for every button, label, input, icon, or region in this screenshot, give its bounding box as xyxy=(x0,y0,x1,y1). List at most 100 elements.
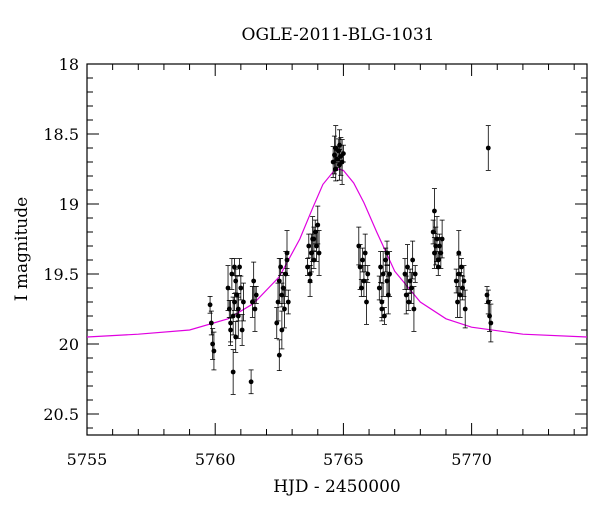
data-point xyxy=(316,230,322,276)
point-marker xyxy=(274,320,280,326)
data-point xyxy=(228,300,234,346)
point-marker xyxy=(241,299,246,305)
data-point xyxy=(238,275,244,301)
point-marker xyxy=(435,264,441,270)
point-marker xyxy=(285,299,291,305)
y-tick-label: 19.5 xyxy=(43,265,79,284)
point-marker xyxy=(232,299,237,305)
point-marker xyxy=(279,327,285,333)
point-marker xyxy=(362,250,368,256)
data-point xyxy=(412,265,418,283)
data-point xyxy=(208,310,214,336)
point-marker xyxy=(412,271,418,277)
point-marker xyxy=(237,264,242,270)
data-point xyxy=(311,251,317,269)
point-marker xyxy=(402,271,408,277)
point-marker xyxy=(276,352,282,358)
data-point xyxy=(438,237,444,269)
data-point xyxy=(274,307,280,339)
point-marker xyxy=(439,236,445,242)
point-marker xyxy=(365,271,371,277)
data-point xyxy=(363,279,369,325)
data-point xyxy=(357,244,363,290)
point-marker xyxy=(253,292,259,298)
data-point xyxy=(333,156,339,182)
data-point xyxy=(485,125,491,171)
data-point xyxy=(487,300,493,332)
data-point xyxy=(431,188,437,234)
data-point xyxy=(361,265,367,297)
point-marker xyxy=(306,243,312,249)
data-point xyxy=(453,268,459,294)
point-marker xyxy=(411,306,417,312)
axis-ticks-layer xyxy=(86,63,587,435)
y-tick-labels: 18 18.5 19 19.5 20 20.5 xyxy=(43,55,79,424)
data-point xyxy=(313,230,319,262)
data-point xyxy=(330,146,336,178)
data-point xyxy=(488,303,494,343)
data-point xyxy=(384,240,390,266)
data-point xyxy=(240,282,246,322)
plot-area xyxy=(86,63,588,436)
point-marker xyxy=(456,250,462,256)
data-point xyxy=(225,265,231,311)
data-point xyxy=(278,258,284,276)
data-point xyxy=(210,328,216,360)
point-marker xyxy=(230,313,236,319)
data-point xyxy=(230,349,236,395)
data-point xyxy=(237,258,243,276)
data-point xyxy=(311,226,317,252)
point-marker xyxy=(225,285,231,291)
point-marker xyxy=(387,271,392,277)
point-marker xyxy=(280,285,286,291)
point-marker xyxy=(207,302,213,308)
point-marker xyxy=(337,162,342,168)
data-point xyxy=(253,286,259,304)
data-point xyxy=(280,272,286,304)
data-point xyxy=(276,339,282,372)
point-marker xyxy=(228,320,233,326)
point-marker xyxy=(410,257,416,263)
point-marker xyxy=(379,306,385,312)
data-point xyxy=(457,272,463,318)
data-point xyxy=(439,219,445,259)
data-point xyxy=(235,296,241,322)
point-marker xyxy=(252,306,258,312)
point-marker xyxy=(360,257,366,263)
point-marker xyxy=(333,166,339,172)
data-point xyxy=(378,251,384,283)
x-tick-label: 5770 xyxy=(451,450,492,469)
data-point xyxy=(275,282,281,322)
point-marker xyxy=(278,264,283,270)
point-marker xyxy=(380,271,386,277)
data-point xyxy=(405,244,411,290)
data-point xyxy=(207,295,213,314)
data-point xyxy=(233,321,239,353)
point-marker xyxy=(434,236,440,242)
data-point xyxy=(380,251,386,297)
data-point xyxy=(362,233,368,273)
point-marker xyxy=(461,278,467,284)
model-curve xyxy=(86,168,588,338)
point-marker xyxy=(239,327,245,333)
y-tick-label: 20.5 xyxy=(43,405,79,424)
point-marker xyxy=(307,271,313,277)
data-point xyxy=(402,258,408,290)
x-axis-label: HJD - 2450000 xyxy=(273,477,401,497)
point-marker xyxy=(455,299,460,305)
point-marker xyxy=(248,379,254,385)
data-point xyxy=(279,310,285,350)
data-points-layer xyxy=(207,125,494,395)
point-marker xyxy=(238,285,244,291)
data-point xyxy=(306,233,312,259)
point-marker xyxy=(432,208,437,214)
model-curve-layer xyxy=(86,168,588,338)
point-marker xyxy=(364,299,369,305)
point-marker xyxy=(341,151,346,157)
point-marker xyxy=(384,250,390,256)
data-point xyxy=(379,300,385,318)
x-tick-label: 5765 xyxy=(323,450,364,469)
data-point xyxy=(340,144,346,163)
point-marker xyxy=(251,278,257,284)
